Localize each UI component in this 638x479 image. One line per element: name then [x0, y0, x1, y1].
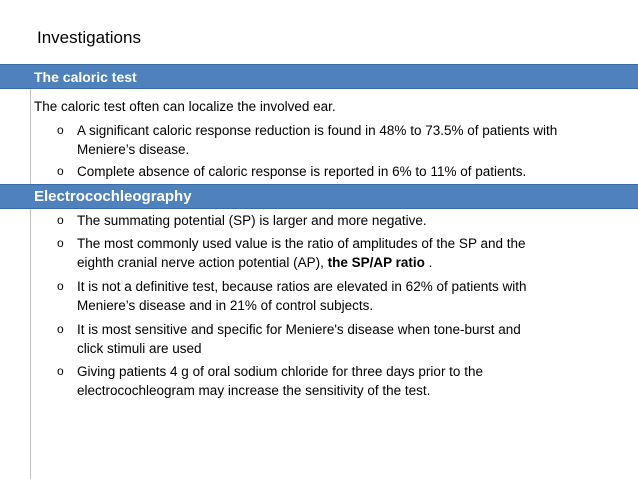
bullet-marker: o — [57, 279, 64, 293]
bullet-line-2: Meniere’s disease. — [77, 142, 190, 157]
bullet-line-2: electrocochleogram may increase the sens… — [77, 383, 431, 398]
sp-ap-ratio-emphasis: the SP/AP ratio — [327, 255, 425, 270]
bullet-marker: o — [57, 236, 64, 250]
bullet-line-1: The most commonly used value is the rati… — [77, 236, 526, 251]
left-divider-line — [30, 64, 31, 479]
bullet-line-1: The summating potential (SP) is larger a… — [77, 213, 427, 228]
bullet-line-1: Complete absence of caloric response is … — [77, 164, 527, 179]
section-header-electrocochleography: Electrocochleography — [0, 184, 638, 209]
bullet-line-2: eighth cranial nerve action potential (A… — [77, 253, 627, 272]
caloric-intro-text: The caloric test often can localize the … — [34, 99, 336, 114]
bullet-line-1: It is most sensitive and specific for Me… — [77, 322, 521, 337]
bullet-marker: o — [57, 322, 64, 336]
ecochg-bullet-5: o Giving patients 4 g of oral sodium chl… — [57, 362, 627, 400]
bullet-line-1: A significant caloric response reduction… — [77, 123, 558, 138]
bullet-marker: o — [57, 364, 64, 378]
bullet-line-2-end: . — [424, 255, 433, 270]
ecochg-bullet-4: o It is most sensitive and specific for … — [57, 320, 627, 358]
bullet-marker: o — [57, 213, 64, 227]
bullet-marker: o — [57, 123, 64, 137]
ecochg-bullet-2: o The most commonly used value is the ra… — [57, 234, 627, 272]
bullet-marker: o — [57, 164, 64, 178]
section-header-caloric-test: The caloric test — [0, 64, 638, 89]
bullet-line-2-text: eighth cranial nerve action potential (A… — [77, 255, 328, 270]
caloric-bullet-1: o A significant caloric response reducti… — [57, 121, 627, 159]
ecochg-bullet-3: o It is not a definitive test, because r… — [57, 277, 627, 315]
caloric-bullet-2: o Complete absence of caloric response i… — [57, 162, 627, 181]
bullet-line-1: Giving patients 4 g of oral sodium chlor… — [77, 364, 483, 379]
ecochg-bullet-1: o The summating potential (SP) is larger… — [57, 211, 627, 230]
slide-title: Investigations — [37, 28, 141, 47]
bullet-line-2: Meniere’s disease and in 21% of control … — [77, 298, 374, 313]
bullet-line-1: It is not a definitive test, because rat… — [77, 279, 527, 294]
bullet-line-2: click stimuli are used — [77, 341, 202, 356]
